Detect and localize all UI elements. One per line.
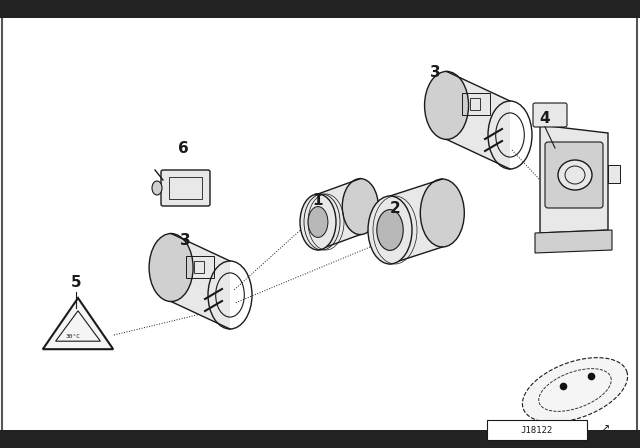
Text: 3: 3	[180, 233, 190, 247]
FancyBboxPatch shape	[161, 170, 210, 206]
Ellipse shape	[420, 179, 464, 247]
Ellipse shape	[152, 181, 162, 195]
Text: 2: 2	[390, 201, 401, 215]
Ellipse shape	[308, 207, 328, 237]
FancyBboxPatch shape	[533, 103, 567, 127]
Polygon shape	[447, 71, 510, 169]
Text: ↗: ↗	[600, 425, 610, 435]
Polygon shape	[171, 233, 230, 329]
Polygon shape	[535, 230, 612, 253]
Polygon shape	[540, 125, 608, 233]
Bar	[461, 94, 490, 116]
Bar	[169, 177, 202, 199]
Text: 1: 1	[313, 193, 323, 207]
Text: 3: 3	[429, 65, 440, 79]
Text: 30°C: 30°C	[65, 333, 81, 339]
Ellipse shape	[558, 160, 592, 190]
Bar	[470, 99, 479, 110]
Text: 4: 4	[540, 111, 550, 125]
Text: 6: 6	[178, 141, 188, 155]
Bar	[0, 0, 640, 18]
Ellipse shape	[342, 179, 378, 235]
Text: J18122: J18122	[521, 426, 553, 435]
Polygon shape	[390, 179, 442, 264]
Polygon shape	[522, 358, 628, 422]
Ellipse shape	[149, 233, 193, 302]
Bar	[0, 430, 640, 448]
Bar	[186, 255, 214, 277]
Bar	[608, 165, 620, 183]
FancyBboxPatch shape	[545, 142, 603, 208]
Ellipse shape	[368, 196, 412, 264]
Bar	[487, 420, 587, 440]
Ellipse shape	[377, 210, 403, 250]
Ellipse shape	[424, 71, 468, 139]
Ellipse shape	[300, 194, 336, 250]
Text: 5: 5	[70, 275, 81, 289]
Bar	[194, 261, 204, 272]
Polygon shape	[43, 298, 113, 349]
Polygon shape	[318, 179, 360, 250]
